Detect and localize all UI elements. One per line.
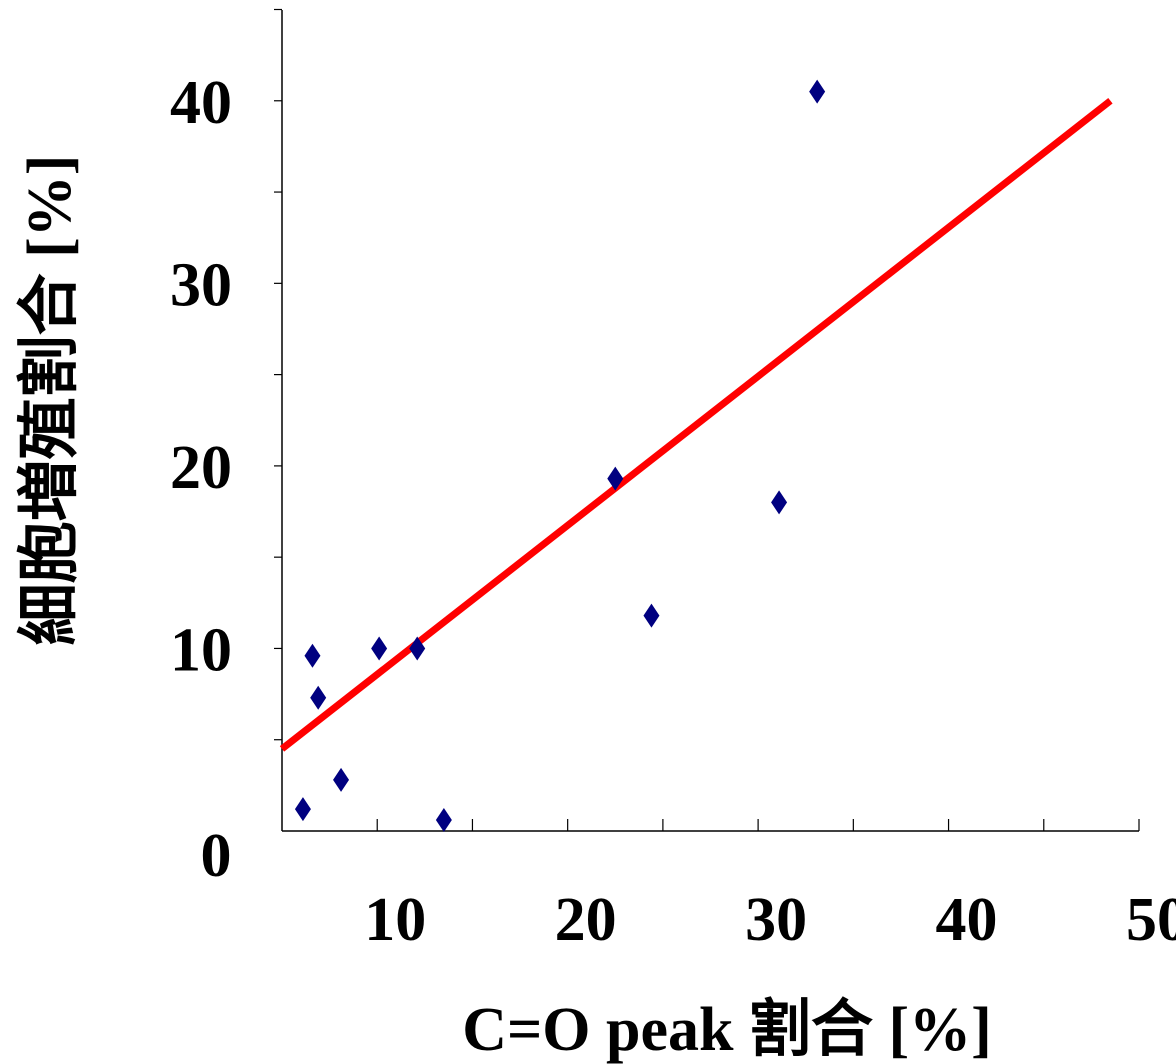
x-tick-label: 50 <box>1126 886 1176 954</box>
y-tick-label: 30 <box>170 251 232 319</box>
data-point-diamond <box>607 466 624 491</box>
data-point-diamond <box>435 808 452 833</box>
data-point-diamond <box>294 797 311 822</box>
data-point-diamond <box>809 79 826 104</box>
tick-marks <box>274 8 1140 831</box>
y-tick-labels: 10 20 30 40 <box>170 69 232 685</box>
x-tick-labels: 10 20 30 40 50 <box>364 886 1176 954</box>
data-point-diamond <box>333 767 350 792</box>
axes <box>281 10 1139 832</box>
data-point-diamond <box>310 685 327 710</box>
trendline <box>279 98 1113 752</box>
x-tick-label: 40 <box>936 886 998 954</box>
data-point-diamond <box>771 490 788 515</box>
trendline-layer <box>279 98 1113 752</box>
y-tick-label: 10 <box>170 616 232 684</box>
data-point-diamond <box>409 636 426 661</box>
y-tick-label: 20 <box>170 434 232 502</box>
x-tick-label: 20 <box>555 886 617 954</box>
x-tick-label: 30 <box>745 886 807 954</box>
origin-label: 0 <box>201 822 232 890</box>
data-point-diamond <box>371 636 388 661</box>
y-axis-title: 細胞増殖割合 [%] <box>15 155 84 646</box>
x-tick-label: 10 <box>364 886 426 954</box>
data-points <box>294 79 826 833</box>
y-tick-label: 40 <box>170 69 232 137</box>
data-point-diamond <box>304 643 321 668</box>
data-point-diamond <box>643 603 660 628</box>
x-axis-title: C=O peak 割合 [%] <box>462 995 992 1064</box>
